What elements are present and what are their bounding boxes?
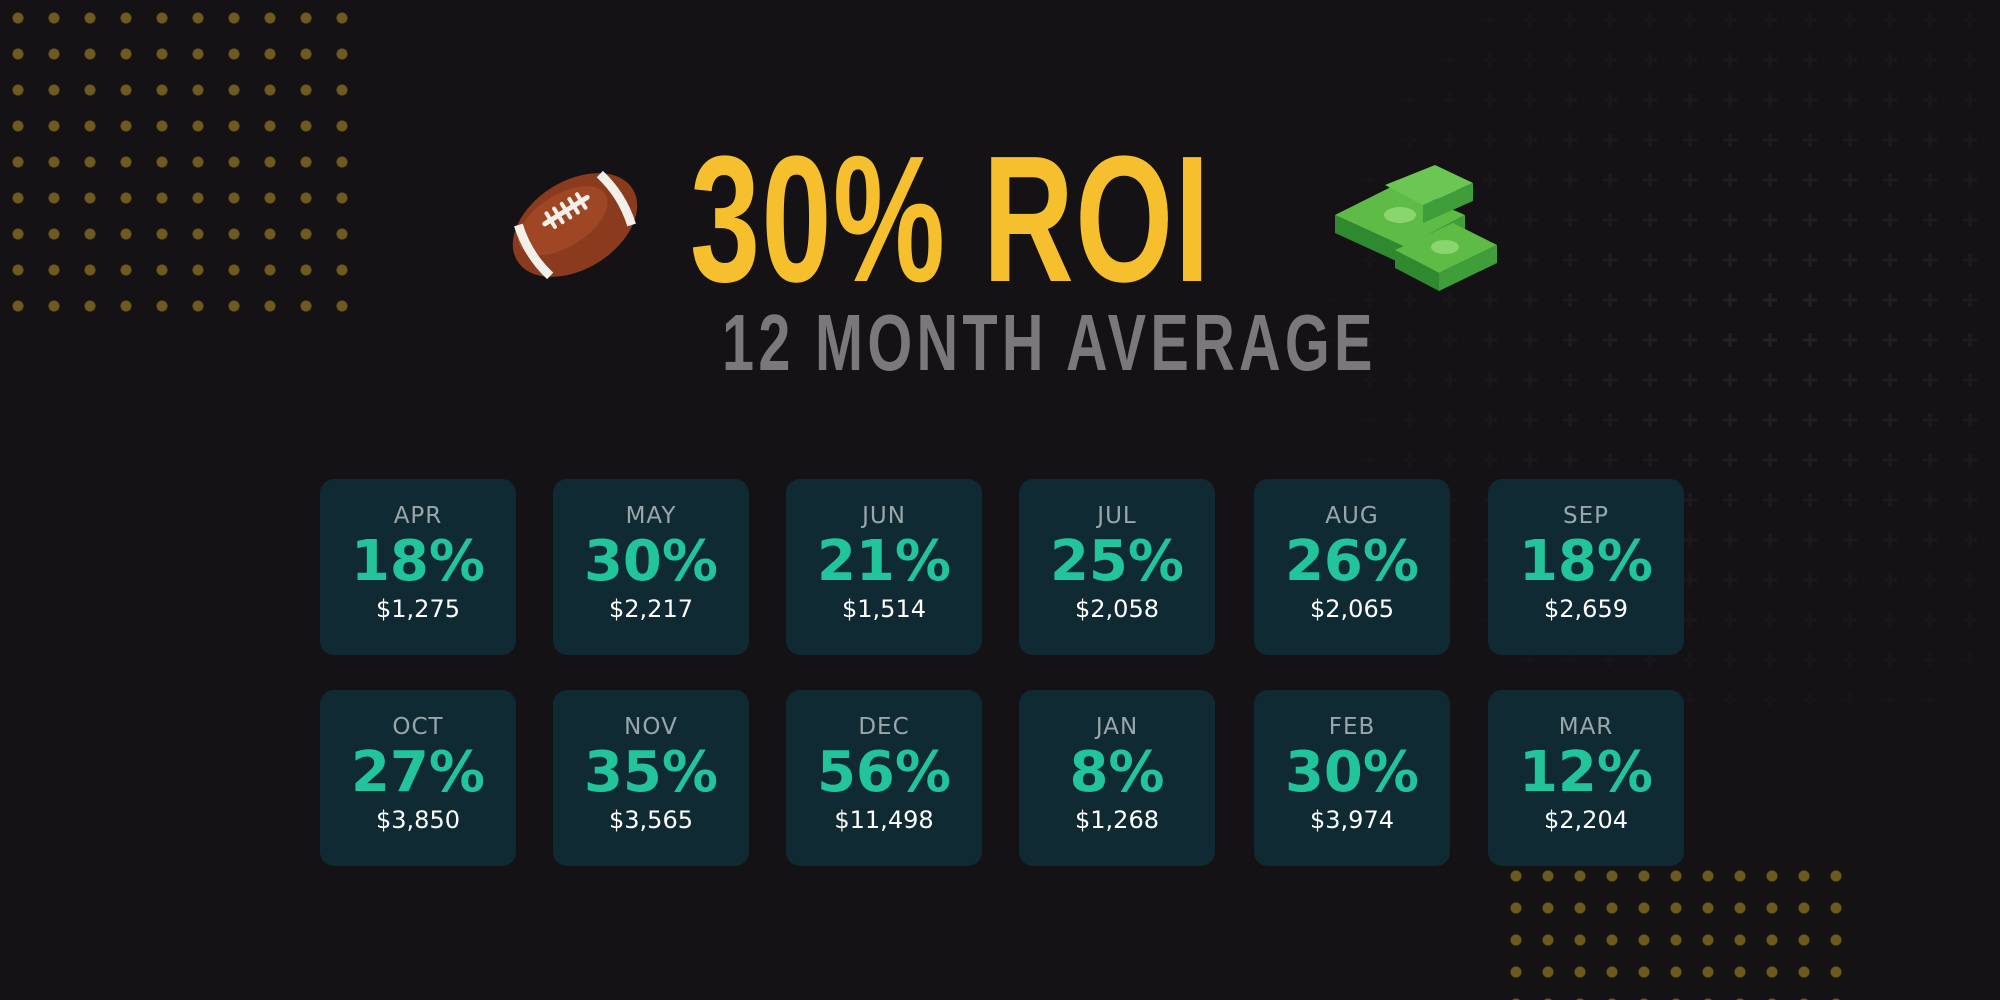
month-label: MAY bbox=[625, 503, 677, 529]
month-label: MAR bbox=[1558, 714, 1614, 740]
month-amount: $3,974 bbox=[1310, 806, 1394, 834]
month-percent: 56% bbox=[816, 740, 952, 805]
month-card-jul: JUL 25% $2,058 bbox=[1019, 479, 1215, 655]
month-percent: 18% bbox=[350, 529, 486, 594]
month-label: OCT bbox=[392, 714, 444, 740]
month-amount: $2,217 bbox=[609, 595, 693, 623]
month-percent: 25% bbox=[1049, 529, 1185, 594]
roi-title: 30% ROI bbox=[690, 119, 1212, 320]
month-amount: $3,565 bbox=[609, 806, 693, 834]
month-percent: 8% bbox=[1069, 740, 1165, 805]
month-label: SEP bbox=[1562, 503, 1609, 529]
month-percent: 30% bbox=[1284, 740, 1420, 805]
month-amount: $1,275 bbox=[376, 595, 460, 623]
month-percent: 26% bbox=[1284, 529, 1420, 594]
month-label: APR bbox=[393, 503, 443, 529]
month-amount: $11,498 bbox=[834, 806, 934, 834]
month-card-jun: JUN 21% $1,514 bbox=[786, 479, 982, 655]
month-amount: $2,204 bbox=[1544, 806, 1628, 834]
month-card-mar: MAR 12% $2,204 bbox=[1488, 690, 1684, 866]
month-amount: $3,850 bbox=[376, 806, 460, 834]
month-card-dec: DEC 56% $11,498 bbox=[786, 690, 982, 866]
month-percent: 35% bbox=[583, 740, 719, 805]
month-label: FEB bbox=[1328, 714, 1376, 740]
month-percent: 12% bbox=[1518, 740, 1654, 805]
month-card-aug: AUG 26% $2,065 bbox=[1254, 479, 1450, 655]
month-label: JUL bbox=[1097, 503, 1137, 529]
month-percent: 21% bbox=[816, 529, 952, 594]
month-percent: 18% bbox=[1518, 529, 1654, 594]
month-amount: $2,065 bbox=[1310, 595, 1394, 623]
month-amount: $1,268 bbox=[1075, 806, 1159, 834]
month-percent: 27% bbox=[350, 740, 486, 805]
month-card-may: MAY 30% $2,217 bbox=[553, 479, 749, 655]
money-stack-icon bbox=[1335, 165, 1497, 291]
month-amount: $2,058 bbox=[1075, 595, 1159, 623]
football-icon bbox=[512, 170, 638, 280]
roi-subtitle: 12 MONTH AVERAGE bbox=[722, 298, 1377, 387]
month-amount: $2,659 bbox=[1544, 595, 1628, 623]
hero-section: 30% ROI 12 MONTH AVERAGE bbox=[0, 120, 2000, 390]
month-label: NOV bbox=[624, 714, 678, 740]
dot-pattern-bottom-right bbox=[1500, 860, 1850, 1000]
month-card-feb: FEB 30% $3,974 bbox=[1254, 690, 1450, 866]
month-amount: $1,514 bbox=[842, 595, 926, 623]
month-percent: 30% bbox=[583, 529, 719, 594]
month-label: DEC bbox=[858, 714, 910, 740]
month-card-sep: SEP 18% $2,659 bbox=[1488, 479, 1684, 655]
month-card-oct: OCT 27% $3,850 bbox=[320, 690, 516, 866]
month-label: JAN bbox=[1095, 714, 1139, 740]
dot-pattern-top-left bbox=[0, 0, 350, 330]
month-card-nov: NOV 35% $3,565 bbox=[553, 690, 749, 866]
month-card-apr: APR 18% $1,275 bbox=[320, 479, 516, 655]
month-card-jan: JAN 8% $1,268 bbox=[1019, 690, 1215, 866]
month-label: JUN bbox=[862, 503, 906, 529]
month-label: AUG bbox=[1325, 503, 1379, 529]
